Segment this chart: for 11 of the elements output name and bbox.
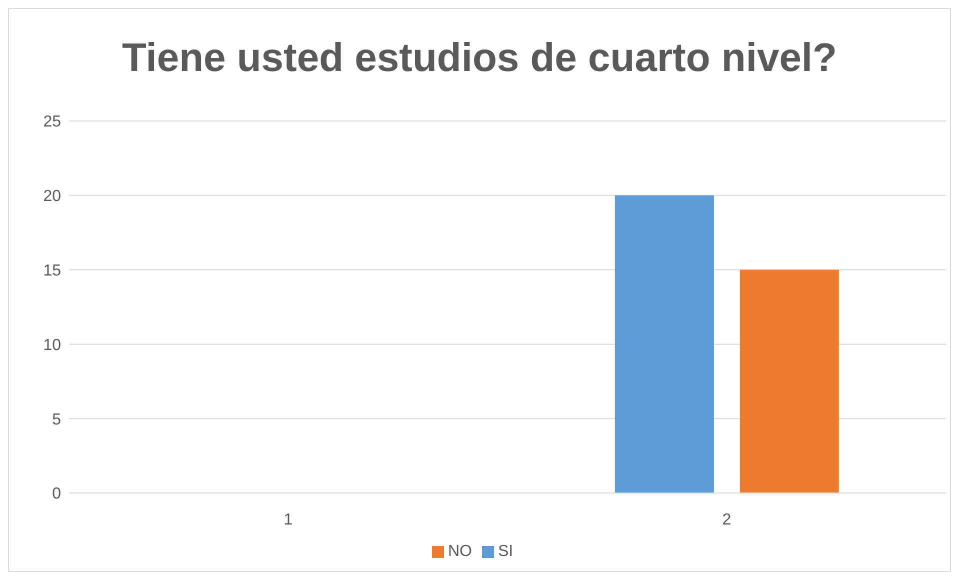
chart-title: Tiene usted estudios de cuarto nivel? [121,34,838,82]
y-tick-label: 20 [43,188,62,206]
y-tick-label: 10 [43,336,62,354]
x-tick-label: 1 [284,511,293,528]
legend-label: NO [448,543,472,560]
y-tick-label: 25 [43,114,62,131]
x-tick-label: 2 [722,511,732,528]
y-tick-label: 0 [52,486,62,503]
y-tick-label: 5 [52,411,62,428]
legend-label: SI [498,543,514,560]
y-tick-label: 15 [43,262,62,280]
